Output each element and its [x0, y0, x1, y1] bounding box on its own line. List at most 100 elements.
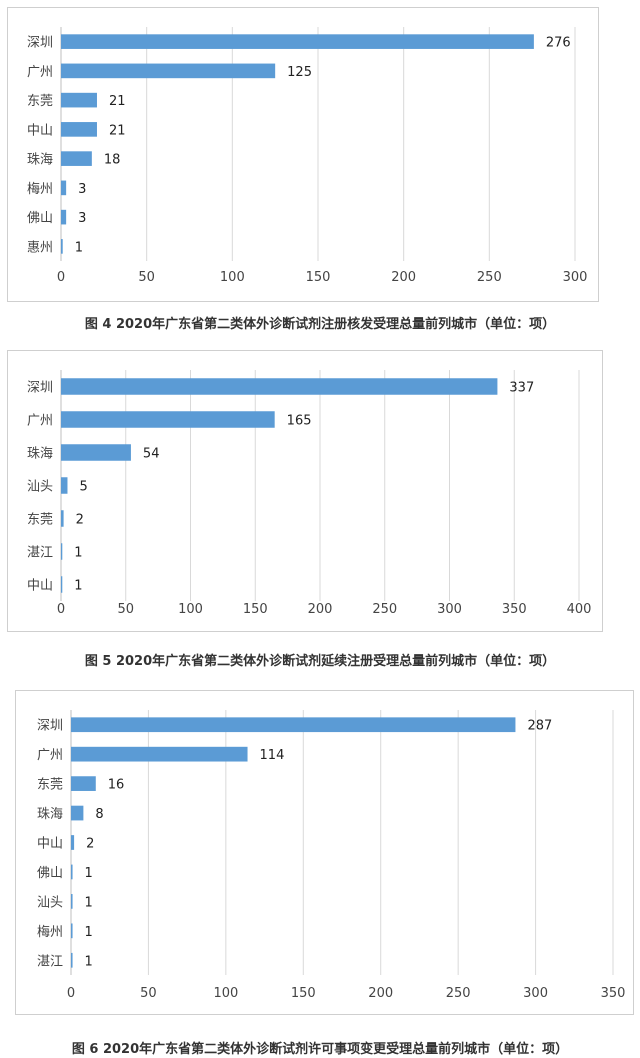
- bar: [71, 776, 96, 791]
- bar: [61, 378, 498, 395]
- x-tick-label: 250: [372, 602, 397, 617]
- x-tick-label: 0: [57, 270, 65, 285]
- chart-caption-3: 图 6 2020年广东省第二类体外诊断试剂许可事项变更受理总量前列城市（单位：项…: [71, 1042, 569, 1057]
- bar: [61, 180, 67, 196]
- x-tick-label: 300: [523, 986, 548, 1001]
- bar: [61, 122, 97, 137]
- value-label: 1: [75, 240, 83, 255]
- value-label: 1: [85, 895, 93, 910]
- bar: [61, 209, 67, 225]
- value-label: 8: [95, 807, 103, 822]
- category-label: 珠海: [37, 807, 63, 822]
- category-label: 中山: [27, 123, 53, 138]
- value-label: 165: [287, 414, 312, 429]
- category-label: 深圳: [27, 36, 53, 51]
- x-tick-label: 50: [140, 986, 157, 1001]
- x-tick-label: 350: [502, 602, 527, 617]
- value-label: 114: [260, 748, 285, 763]
- x-tick-label: 150: [291, 986, 316, 1001]
- bar: [71, 952, 73, 968]
- value-label: 1: [74, 579, 82, 594]
- value-label: 21: [109, 123, 126, 138]
- category-label: 广州: [27, 414, 53, 429]
- bar: [61, 510, 64, 527]
- x-tick-label: 400: [567, 602, 592, 617]
- value-label: 337: [509, 381, 534, 396]
- bar: [71, 923, 73, 939]
- value-label: 54: [143, 447, 160, 462]
- category-label: 佛山: [27, 211, 53, 226]
- x-tick-label: 300: [437, 602, 462, 617]
- x-tick-label: 50: [117, 602, 134, 617]
- category-label: 湛江: [27, 546, 53, 561]
- category-label: 东莞: [37, 778, 63, 793]
- category-label: 汕头: [37, 895, 63, 910]
- value-label: 276: [546, 36, 571, 51]
- chart-panel-2: 0 50 100 150 200 250 300 350 400 深圳 337 广州 165 珠海 54 汕头…: [7, 350, 603, 632]
- category-label: 佛山: [37, 866, 63, 881]
- value-label: 18: [104, 153, 121, 168]
- bar: [61, 151, 92, 166]
- value-label: 16: [108, 778, 125, 793]
- category-label: 汕头: [27, 480, 53, 495]
- x-tick-label: 150: [243, 602, 268, 617]
- value-label: 3: [78, 211, 86, 226]
- chart-svg-3: 0 50 100 150 200 250 300 350 深圳 287 广州 114 东莞 16 珠海 8 中山…: [37, 710, 626, 1001]
- x-tick-label: 350: [601, 986, 626, 1001]
- value-label: 1: [85, 925, 93, 940]
- category-label: 中山: [37, 837, 63, 852]
- value-label: 287: [527, 719, 552, 734]
- bar: [71, 746, 248, 762]
- value-label: 1: [85, 866, 93, 881]
- x-tick-label: 200: [308, 602, 333, 617]
- x-tick-label: 0: [57, 602, 65, 617]
- chart-caption-2: 图 5 2020年广东省第二类体外诊断试剂延续注册受理总量前列城市（单位：项）: [84, 654, 556, 669]
- bar: [61, 34, 534, 49]
- category-label: 广州: [27, 65, 53, 80]
- value-label: 1: [85, 954, 93, 969]
- bar: [71, 835, 75, 850]
- bar: [61, 239, 63, 254]
- bar: [71, 894, 73, 909]
- category-label: 惠州: [27, 240, 53, 255]
- category-label: 珠海: [27, 153, 53, 168]
- chart-panel-3: 0 50 100 150 200 250 300 350 深圳 287 广州 114 东莞 16 珠海 8 中山…: [15, 690, 634, 1015]
- bar: [71, 805, 84, 821]
- category-label: 深圳: [37, 719, 63, 734]
- value-label: 5: [79, 480, 87, 495]
- x-tick-label: 150: [306, 270, 331, 285]
- x-tick-label: 250: [477, 270, 502, 285]
- value-label: 125: [287, 65, 312, 80]
- x-tick-label: 200: [391, 270, 416, 285]
- x-tick-label: 100: [220, 270, 245, 285]
- x-tick-label: 100: [213, 986, 238, 1001]
- bar: [61, 92, 97, 108]
- category-label: 深圳: [27, 381, 53, 396]
- category-label: 湛江: [37, 954, 63, 969]
- bar: [61, 411, 275, 428]
- chart-caption-1: 图 4 2020年广东省第二类体外诊断试剂注册核发受理总量前列城市（单位：项）: [84, 317, 556, 332]
- category-label: 东莞: [27, 94, 53, 109]
- category-label: 梅州: [37, 925, 63, 940]
- bar: [61, 576, 63, 593]
- x-tick-label: 0: [67, 986, 75, 1001]
- chart-svg-1: 0 50 100 150 200 250 300 深圳 276 广州 125 东莞 21 中山 21 珠海 18…: [27, 27, 588, 285]
- bar: [61, 477, 68, 494]
- chart-panel-1: 0 50 100 150 200 250 300 深圳 276 广州 125 东莞 21 中山 21 珠海 18…: [7, 7, 599, 302]
- bar: [71, 717, 516, 733]
- category-label: 广州: [37, 748, 63, 763]
- value-label: 2: [76, 513, 84, 528]
- bar: [71, 864, 73, 880]
- value-label: 21: [109, 94, 126, 109]
- x-tick-label: 100: [178, 602, 203, 617]
- x-tick-label: 200: [368, 986, 393, 1001]
- value-label: 3: [78, 182, 86, 197]
- value-label: 1: [74, 546, 82, 561]
- bar: [61, 444, 131, 461]
- category-label: 梅州: [27, 182, 53, 197]
- x-tick-label: 250: [446, 986, 471, 1001]
- category-label: 珠海: [27, 447, 53, 462]
- value-label: 2: [86, 837, 94, 852]
- x-tick-label: 300: [563, 270, 588, 285]
- category-label: 东莞: [27, 513, 53, 528]
